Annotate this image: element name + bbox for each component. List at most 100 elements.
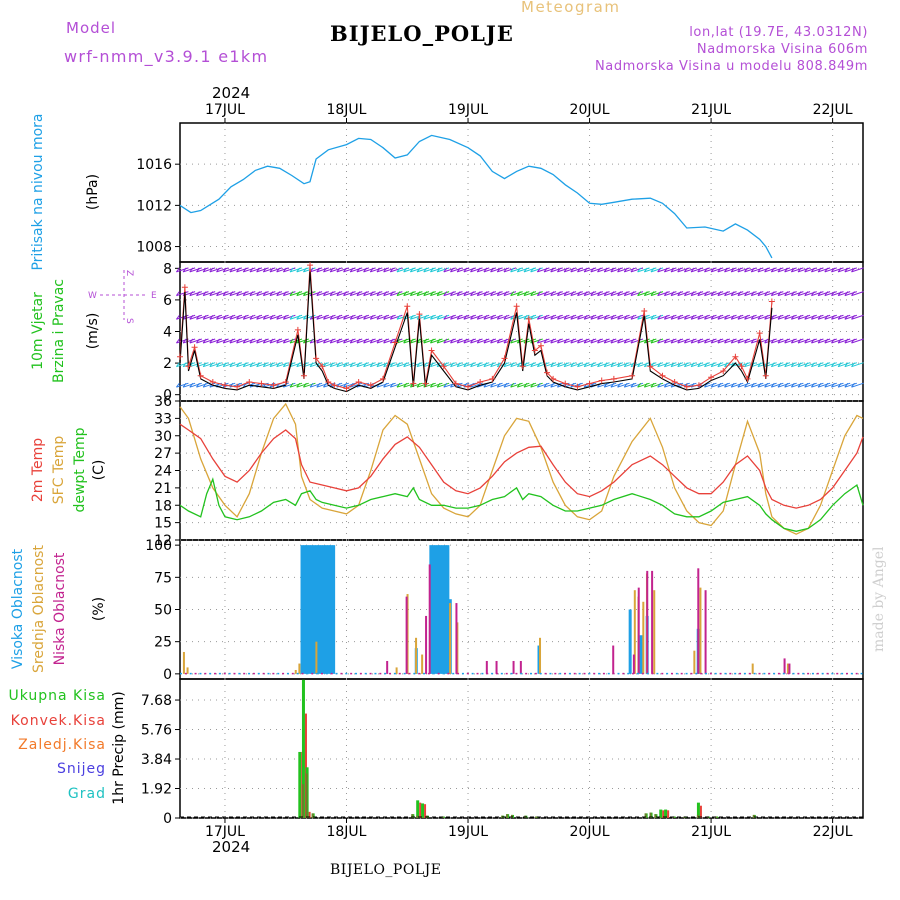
wind-arrow — [269, 362, 283, 368]
wind-arrow-head — [323, 314, 327, 320]
wind-arrow-head — [329, 267, 334, 273]
wind-arrow-head — [409, 314, 414, 320]
wind-arrow — [844, 362, 858, 368]
wind-arrow — [797, 382, 811, 388]
cloud-zero-mark — [709, 672, 712, 675]
wind-arrow — [216, 362, 229, 368]
wind-arrow — [283, 338, 296, 344]
wind-arrow-head — [496, 291, 501, 296]
wind-arrow — [650, 314, 664, 320]
cloud-zero-mark — [850, 672, 853, 675]
wind-arrow — [797, 338, 811, 344]
wind-arrow — [463, 291, 477, 297]
wind-arrow — [436, 314, 450, 320]
wind-arrow-head — [831, 382, 835, 388]
wind-gust-marker — [537, 342, 544, 349]
wind-arrow-head — [450, 314, 454, 320]
wind-arrow — [584, 362, 597, 368]
wind-arrow — [517, 382, 530, 388]
wind-arrow-head — [717, 267, 722, 273]
wind-arrow-head — [396, 291, 401, 296]
wind-arrow-head — [750, 338, 755, 344]
high-cloud-bar — [310, 545, 314, 674]
wind-arrow-head — [256, 291, 261, 296]
wind-gust-marker — [477, 379, 484, 386]
wind-arrow — [390, 362, 403, 368]
wind-arrow-head — [684, 362, 688, 367]
wind-arrow — [483, 291, 497, 297]
high-cloud-bar — [434, 545, 438, 674]
wind-arrow — [657, 314, 670, 320]
wind-arrow-head — [436, 338, 441, 344]
wind-arrow — [724, 382, 737, 388]
wind-arrow-head — [389, 382, 394, 388]
wind-arrow-head — [550, 314, 555, 320]
wind-arrow-head — [296, 291, 301, 296]
cloud-zero-mark — [661, 672, 664, 675]
y-tick-label: 36 — [154, 394, 172, 410]
wind-arrow — [189, 267, 202, 273]
y-tick-label: 21 — [154, 481, 172, 497]
wind-gust-marker — [294, 326, 301, 333]
wind-arrow-head — [570, 314, 575, 320]
wind-arrow — [624, 314, 637, 320]
wind-arrow — [203, 291, 216, 297]
wind-gust-marker — [732, 353, 739, 360]
wind-arrow-head — [523, 382, 528, 388]
wind-arrow — [363, 338, 376, 344]
wind-arrow — [336, 267, 350, 273]
wind-arrow-head — [630, 291, 635, 296]
wind-arrow-head — [276, 291, 281, 296]
low-cloud-bar — [632, 654, 635, 674]
wind-arrow — [537, 338, 550, 344]
mid-cloud-bar — [449, 603, 452, 674]
wind-arrow — [731, 267, 744, 273]
low-cloud-bar — [612, 645, 615, 674]
wind-arrow — [577, 314, 590, 320]
wind-arrow — [477, 314, 490, 320]
cloud-zero-mark — [442, 672, 445, 675]
wind-arrow-head — [356, 267, 361, 273]
legend-total-rain: Ukupna Kisa — [8, 688, 106, 704]
wind-arrow — [410, 291, 423, 297]
wind-arrow — [510, 362, 523, 368]
wind-arrow-head — [356, 362, 361, 367]
wind-arrow — [804, 362, 817, 368]
wind-arrow — [423, 267, 436, 273]
wind-arrow-head — [216, 338, 220, 344]
wind-arrow — [176, 362, 189, 368]
wind-arrow — [717, 382, 731, 388]
wind-arrow — [537, 267, 550, 273]
wind-arrow — [617, 362, 630, 368]
wind-arrow-head — [797, 382, 802, 388]
high-cloud-bar — [329, 545, 333, 674]
wind-arrow-head — [222, 267, 227, 273]
wind-arrow — [831, 338, 844, 344]
high-cloud-bar — [300, 545, 304, 674]
cloud-zero-mark — [831, 672, 834, 675]
wind-gust-marker — [392, 339, 399, 346]
cloud-zero-mark — [461, 672, 464, 675]
wind-arrow-head — [236, 291, 240, 296]
wind-arrow-head — [610, 291, 615, 296]
wind-arrow — [269, 267, 283, 273]
wind-arrow-head — [530, 291, 535, 296]
wind-arrow-head — [657, 291, 662, 296]
wind-arrow — [330, 314, 343, 320]
wind-arrow — [704, 338, 717, 344]
wind-arrow — [309, 338, 323, 344]
wind-arrow-head — [837, 362, 842, 367]
wind-gust-marker — [762, 372, 769, 379]
wind-arrow — [711, 338, 724, 344]
wind-arrow — [644, 267, 657, 273]
wind-arrow-head — [744, 362, 748, 367]
wind-arrow-head — [764, 314, 769, 320]
wind-arrow-head — [704, 338, 708, 344]
wind-arrow-head — [176, 338, 180, 344]
wind-arrow — [817, 267, 831, 273]
total-rain-bar — [421, 803, 425, 818]
wind-arrow — [356, 338, 370, 344]
wind-arrow-head — [269, 267, 274, 273]
wind-arrow-head — [797, 267, 802, 273]
wind-gust-line — [179, 265, 773, 389]
